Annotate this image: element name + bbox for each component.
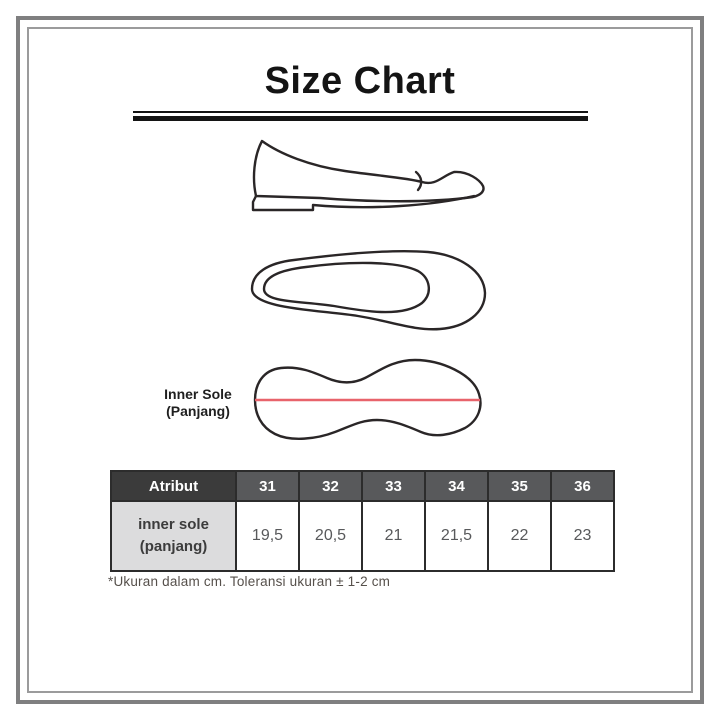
size-table-header-row: Atribut 31 32 33 34 35 36	[110, 470, 615, 502]
inner-sole-label-line1: Inner Sole	[164, 386, 232, 402]
size-table-data-row: inner sole (panjang) 19,5 20,5 21 21,5 2…	[110, 500, 615, 572]
size-footnote: *Ukuran dalam cm. Toleransi ukuran ± 1-2…	[108, 574, 391, 589]
header-cell-size-35: 35	[487, 470, 552, 502]
shoe-upper-outline	[252, 139, 485, 203]
row-label-line1: inner sole	[138, 516, 209, 534]
title-divider-rule	[133, 111, 588, 121]
outer-frame-border	[16, 16, 704, 704]
header-cell-attribute: Atribut	[110, 470, 237, 502]
header-cell-size-33: 33	[361, 470, 426, 502]
page-title: Size Chart	[264, 60, 456, 102]
value-cell-size-36: 23	[550, 500, 615, 572]
value-cell-size-35: 22	[487, 500, 552, 572]
value-cell-size-32: 20,5	[298, 500, 363, 572]
shoe-sole-view-illustration	[251, 354, 485, 446]
value-cell-size-31: 19,5	[235, 500, 300, 572]
row-label-line2: (panjang)	[139, 538, 208, 555]
row-label-inner-sole: inner sole (panjang)	[110, 500, 237, 572]
inner-sole-label: Inner Sole (Panjang)	[150, 386, 246, 419]
value-cell-size-33: 21	[361, 500, 426, 572]
header-cell-size-36: 36	[550, 470, 615, 502]
divider-thick-line	[133, 116, 588, 121]
inner-frame-border	[27, 27, 693, 693]
header-cell-size-34: 34	[424, 470, 489, 502]
shoe-top-view-illustration	[250, 245, 488, 333]
value-cell-size-34: 21,5	[424, 500, 489, 572]
shoe-sole-view-svg	[253, 358, 482, 440]
shoe-top-view-svg	[250, 249, 487, 331]
shoe-side-view-svg	[251, 139, 485, 212]
shoe-sole-outline	[253, 358, 482, 440]
shoe-top-opening-outline	[262, 261, 430, 314]
shoe-top-outer-outline	[250, 249, 487, 331]
shoe-side-view-illustration	[250, 139, 488, 217]
inner-sole-label-line2: (Panjang)	[166, 402, 230, 419]
header-cell-size-32: 32	[298, 470, 363, 502]
divider-thin-line	[133, 111, 588, 113]
header-cell-size-31: 31	[235, 470, 300, 502]
shoe-toe-crease	[414, 170, 423, 192]
shoe-heel-and-outsole	[251, 194, 476, 212]
size-table: Atribut 31 32 33 34 35 36 inner sole (pa…	[110, 470, 615, 572]
